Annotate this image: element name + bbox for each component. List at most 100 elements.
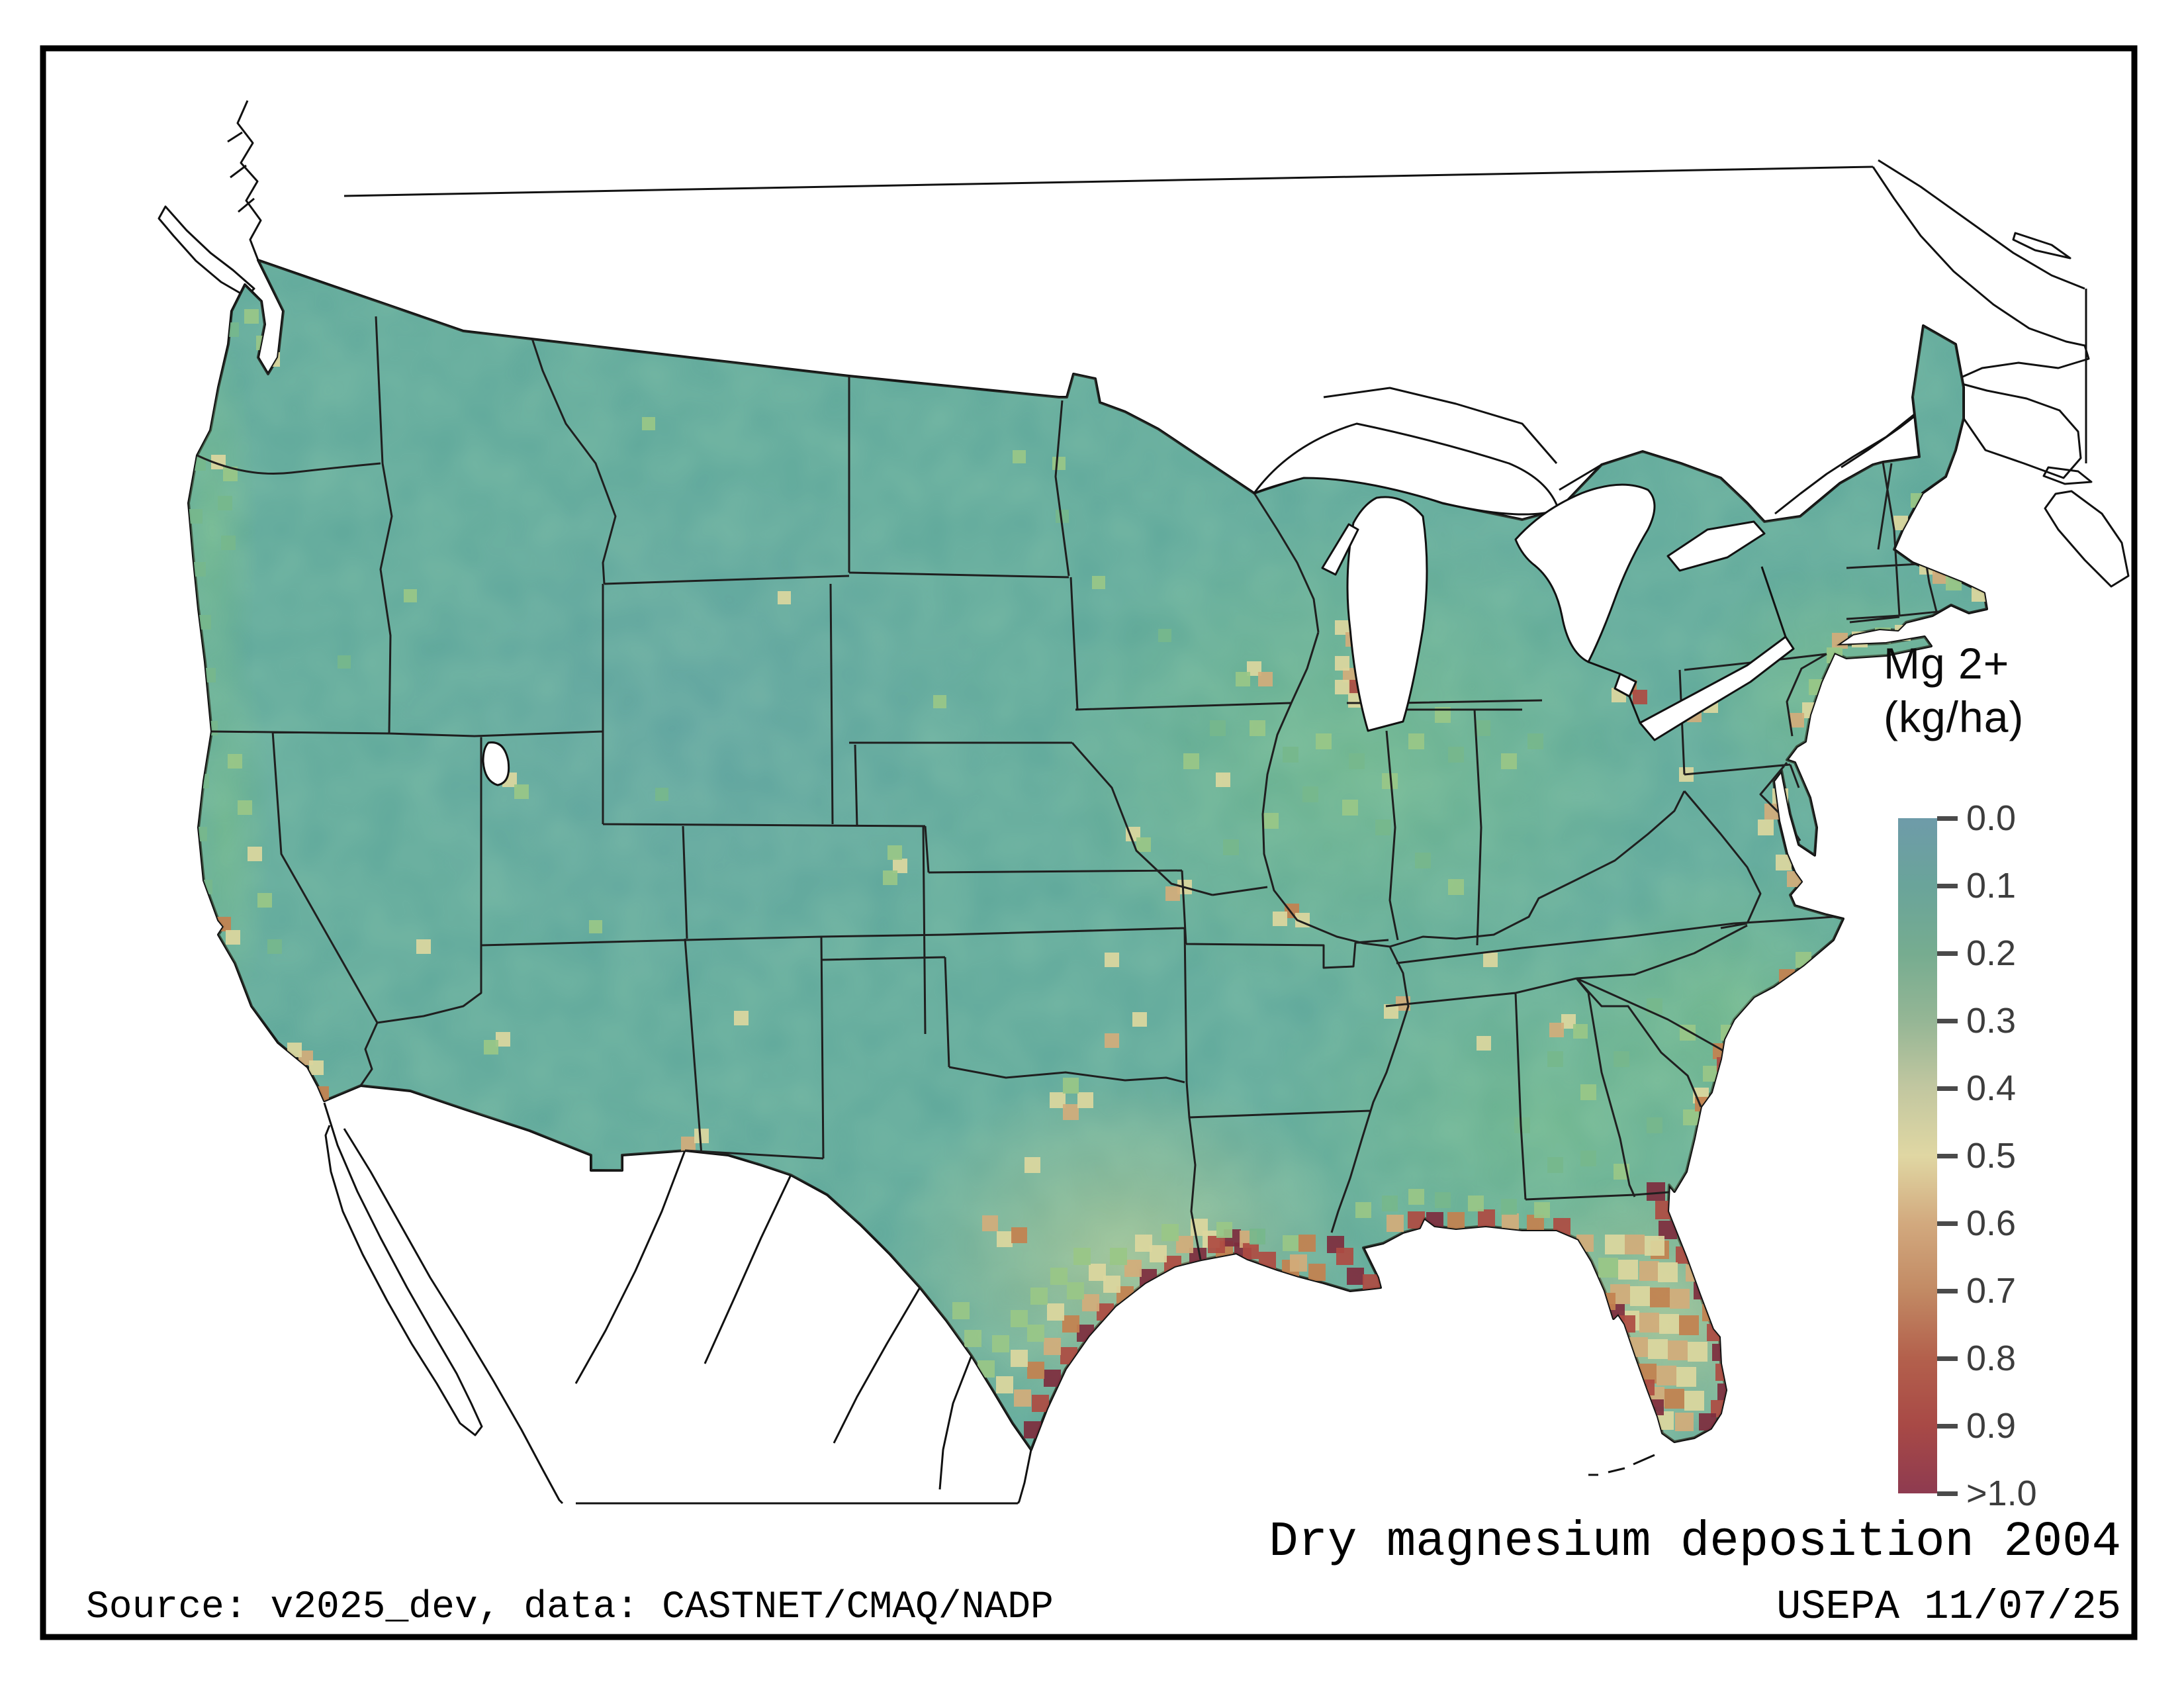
raster-cell (338, 655, 351, 669)
raster-cell (1110, 1248, 1127, 1265)
raster-cell (1657, 1366, 1676, 1385)
raster-cell (1136, 837, 1151, 852)
legend-tick-label: 0.5 (1966, 1136, 2017, 1176)
agency-stamp: USEPA 11/07/25 (1776, 1583, 2121, 1630)
raster-cell (1150, 1245, 1167, 1262)
raster-cell (1648, 1339, 1668, 1359)
raster-cell (1468, 1196, 1484, 1211)
raster-cell (1618, 1260, 1638, 1280)
raster-cell (309, 1060, 324, 1075)
raster-cell (248, 847, 262, 861)
raster-cell (1027, 1325, 1044, 1342)
legend-tick-mark (1937, 1491, 1958, 1496)
lake-ontario (1666, 520, 1766, 572)
raster-cell (1044, 1370, 1061, 1387)
raster-cell (1688, 1342, 1707, 1362)
raster-cell (1283, 1235, 1298, 1251)
raster-cell (1639, 1313, 1659, 1333)
raster-cell (189, 509, 203, 524)
raster-cell (1013, 450, 1026, 463)
raster-cell (1105, 953, 1119, 967)
source-note: Source: v2025_dev, data: CASTNET/CMAQ/NA… (86, 1586, 1054, 1629)
raster-cell (1561, 1014, 1576, 1029)
raster-cell (416, 939, 431, 954)
raster-cell (1790, 713, 1804, 727)
raster-cell (1355, 1202, 1371, 1218)
raster-cell (883, 870, 897, 885)
lake-huron (1514, 483, 1656, 663)
great-salt-lake (482, 741, 510, 786)
raster-cell (228, 754, 242, 769)
raster-cell (1263, 813, 1279, 829)
raster-cell (1547, 1051, 1563, 1067)
st-lawrence-south-shore (1872, 166, 2090, 479)
gulf-of-california-coast (343, 1128, 564, 1505)
raster-cell (1158, 629, 1171, 642)
raster-cell (1580, 1084, 1596, 1100)
raster-cell (1135, 1235, 1152, 1252)
raster-cell (514, 784, 529, 799)
legend-tick-label: 0.7 (1966, 1271, 2017, 1311)
legend-title-units: (kg/ha) (1884, 692, 2025, 741)
legend-tick-mark (1937, 1424, 1958, 1429)
raster-cell (267, 939, 282, 954)
raster-cell (1408, 733, 1424, 749)
lake-erie (1639, 635, 1795, 741)
legend-tick-mark (1937, 1221, 1958, 1226)
raster-cell (1549, 1023, 1564, 1037)
raster-cell (1605, 1235, 1625, 1254)
nova-scotia (2044, 490, 2130, 588)
raster-cell (1073, 1248, 1091, 1265)
raster-cell (1027, 1362, 1044, 1379)
raster-cell (1645, 1236, 1664, 1256)
raster-cell (226, 930, 240, 945)
legend-tick-mark (1937, 884, 1958, 888)
legend-tick-label: 0.6 (1966, 1203, 2017, 1243)
raster-cell (1302, 786, 1318, 802)
page-frame (40, 45, 2138, 1640)
raster-cell (1335, 620, 1349, 635)
raster-cell (1047, 1303, 1064, 1321)
raster-cell (1633, 690, 1647, 704)
raster-cell (992, 1335, 1009, 1352)
raster-cell (1614, 1051, 1629, 1067)
raster-cell (589, 920, 602, 933)
legend-tick-label: 0.0 (1966, 798, 2017, 838)
raster-cell (1647, 1117, 1662, 1133)
legend-tick-mark (1937, 1154, 1958, 1158)
raster-cell (1683, 1109, 1699, 1125)
raster-cell (1290, 1254, 1307, 1272)
raster-cell (1165, 886, 1180, 901)
raster-cell (1103, 1276, 1120, 1293)
raster-cell (496, 1032, 510, 1047)
raster-cell (1448, 747, 1464, 763)
raster-cell (997, 1231, 1013, 1247)
raster-cell (1335, 680, 1349, 694)
prince-edward-island (2042, 466, 2093, 485)
anticosti-island (2012, 232, 2071, 259)
raster-cell (223, 467, 238, 481)
raster-cell (244, 309, 259, 324)
raster-cell (642, 417, 655, 430)
legend-tick-mark (1937, 1019, 1958, 1023)
raster-cell (982, 1215, 998, 1231)
raster-cell (1447, 1212, 1465, 1229)
lakes (482, 422, 1795, 1476)
raster-cell (1668, 1340, 1688, 1360)
raster-cell (1052, 457, 1066, 470)
green-bay (1321, 523, 1359, 576)
raster-cell (778, 591, 791, 604)
raster-cell (1063, 1078, 1079, 1094)
bc-coast (227, 100, 262, 261)
legend-tick-label: 0.2 (1966, 933, 2017, 973)
raster-cell (1298, 1235, 1316, 1252)
legend-tick-label: 0.1 (1966, 866, 2017, 906)
raster-cell (1598, 1258, 1618, 1278)
raster-cell (1011, 1350, 1028, 1367)
raster-cell (1056, 510, 1069, 523)
raster-cell (1658, 1262, 1678, 1282)
legend-ticks: 0.0 0.1 0.2 0.3 0.4 0.5 0.6 0.7 0.8 0.9 >1.0 (1937, 798, 2109, 1513)
raster-cell (996, 1376, 1013, 1393)
raster-cell (681, 1137, 696, 1151)
raster-cell (1316, 733, 1332, 749)
